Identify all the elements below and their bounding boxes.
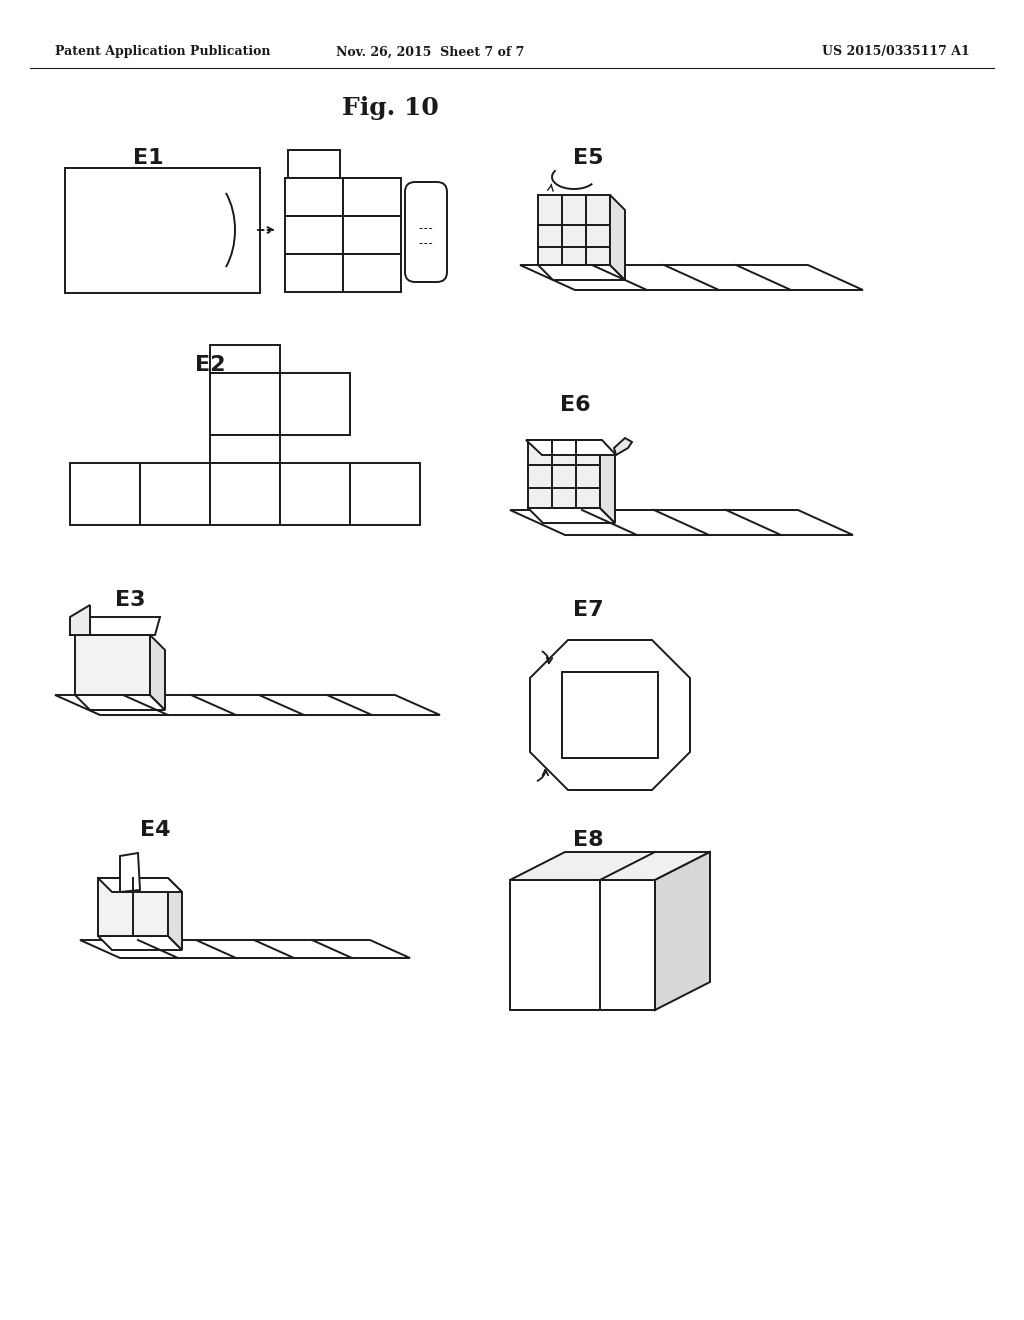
Polygon shape (538, 195, 610, 265)
Polygon shape (610, 195, 625, 280)
Text: E7: E7 (572, 601, 603, 620)
Bar (210, 374, 280, 436)
Bar (140, 463, 210, 525)
Text: Nov. 26, 2015  Sheet 7 of 7: Nov. 26, 2015 Sheet 7 of 7 (336, 45, 524, 58)
Bar (343, 253, 401, 292)
Polygon shape (600, 440, 615, 523)
Text: E2: E2 (195, 355, 225, 375)
Polygon shape (98, 878, 168, 936)
Bar (350, 463, 420, 525)
Polygon shape (55, 696, 440, 715)
Bar (285, 216, 343, 253)
Polygon shape (528, 508, 615, 523)
Polygon shape (70, 616, 160, 635)
Bar (70, 463, 140, 525)
Bar (280, 374, 350, 436)
Polygon shape (150, 635, 165, 710)
Polygon shape (614, 438, 632, 455)
Polygon shape (538, 265, 625, 280)
Bar (288, 150, 340, 178)
Polygon shape (168, 878, 182, 950)
Text: E3: E3 (115, 590, 145, 610)
Bar (343, 178, 401, 216)
Bar (210, 436, 280, 463)
Polygon shape (528, 440, 600, 508)
Polygon shape (655, 851, 710, 1010)
Text: US 2015/0335117 A1: US 2015/0335117 A1 (822, 45, 970, 58)
Text: E8: E8 (572, 830, 603, 850)
Polygon shape (98, 878, 182, 892)
Polygon shape (70, 605, 90, 635)
Polygon shape (75, 696, 165, 710)
Bar (210, 463, 280, 525)
Text: E5: E5 (572, 148, 603, 168)
Polygon shape (98, 936, 182, 950)
Bar (562, 672, 658, 758)
Text: E6: E6 (560, 395, 590, 414)
Polygon shape (510, 510, 853, 535)
FancyBboxPatch shape (406, 182, 447, 282)
Polygon shape (520, 265, 863, 290)
Text: E1: E1 (133, 148, 163, 168)
Bar (285, 178, 343, 216)
Polygon shape (75, 635, 150, 696)
Bar (210, 345, 280, 374)
Polygon shape (120, 853, 140, 892)
Bar (510, 880, 655, 1010)
Polygon shape (510, 851, 710, 880)
Polygon shape (80, 940, 410, 958)
Bar (343, 216, 401, 253)
Bar (285, 253, 343, 292)
Bar (280, 463, 350, 525)
Text: Patent Application Publication: Patent Application Publication (55, 45, 270, 58)
Bar (65, 168, 260, 293)
Polygon shape (526, 440, 616, 455)
Text: Fig. 10: Fig. 10 (342, 96, 438, 120)
Polygon shape (530, 640, 690, 789)
Text: E4: E4 (139, 820, 170, 840)
